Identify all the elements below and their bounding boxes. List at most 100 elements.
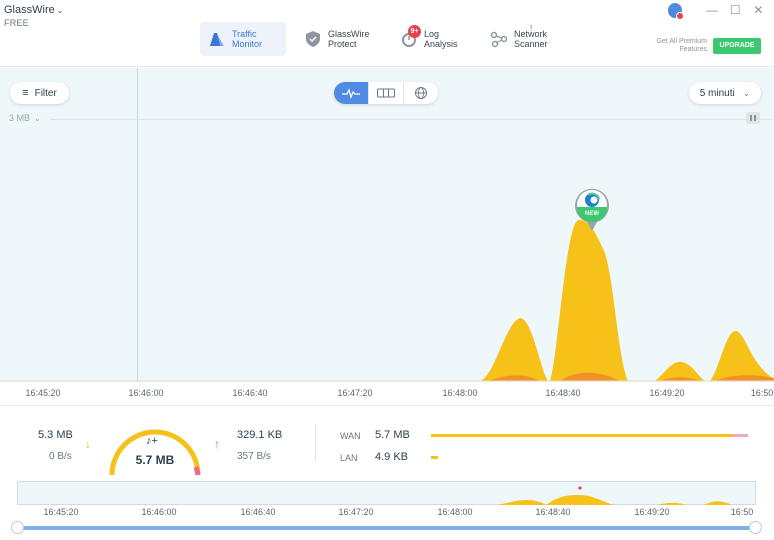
header: GlassWire ⌄ FREE Traffic Monitor GlassWir…	[0, 0, 774, 67]
arrow-down-icon: ↓	[85, 437, 91, 451]
close-icon[interactable]: ✕	[753, 3, 764, 17]
tab-label: Network	[514, 29, 548, 39]
upload-rate: 357 B/s	[237, 451, 271, 462]
tab-label: Protect	[328, 39, 357, 49]
upload-total: 329.1 KB	[237, 429, 283, 441]
timeline-overview[interactable]	[17, 481, 756, 505]
chevron-down-icon: ⌄	[56, 5, 64, 15]
tab-glasswire-protect[interactable]: GlassWire Protect	[296, 22, 382, 56]
lan-value: 4.9 KB	[375, 451, 409, 463]
filter-icon: ≡	[22, 87, 29, 99]
tick-label: 16:48:40	[535, 507, 571, 517]
period-dropdown[interactable]: 5 minuti ⌄	[689, 82, 761, 104]
app-tier: FREE	[4, 18, 29, 28]
download-area	[655, 361, 705, 381]
time-cursor[interactable]	[137, 68, 138, 382]
scale-label: 3 MB	[9, 113, 31, 123]
wan-value: 5.7 MB	[375, 429, 410, 441]
wan-bar	[431, 434, 732, 437]
premium-text: Get All Premium Features	[656, 38, 707, 53]
tick-label: 16:48:40	[545, 388, 581, 398]
edge-app-marker[interactable]: NEW	[573, 186, 611, 232]
tick-label: 16:46:00	[128, 388, 164, 398]
arrow-up-icon: ↑	[214, 437, 220, 451]
upload-area	[715, 375, 774, 381]
upload-area	[560, 372, 620, 381]
period-label: 5 minuti	[699, 87, 735, 99]
scale-selector[interactable]: 3 MB ⌄	[9, 113, 41, 123]
scanner-alert-mark: !	[530, 24, 533, 33]
lan-label: LAN	[340, 453, 358, 463]
tick-label: 16:46:00	[141, 507, 177, 517]
chevron-down-icon: ⌄	[34, 113, 41, 123]
maximize-icon[interactable]: ☐	[729, 3, 741, 17]
filter-label: Filter	[34, 87, 57, 99]
download-rate: 0 B/s	[49, 451, 72, 462]
timeline-mini-chart	[498, 486, 732, 505]
scale-line	[50, 119, 772, 120]
tab-label: Scanner	[514, 39, 548, 49]
chevron-down-icon: ⌄	[742, 87, 751, 98]
tick-label: 16:45:20	[25, 388, 61, 398]
shield-icon	[304, 30, 322, 48]
tick-label: 16:45:20	[43, 507, 79, 517]
upgrade-button[interactable]: UPGRADE	[713, 38, 761, 54]
notification-badge: 9+	[408, 25, 421, 38]
tick-label: 16:48:00	[437, 507, 473, 517]
new-badge: NEW	[585, 211, 599, 217]
apps-view-button[interactable]	[368, 82, 403, 104]
tick-label: 16:50	[730, 507, 754, 517]
download-area	[480, 318, 548, 381]
log-analysis-icon: 9+	[400, 25, 421, 48]
minimize-icon[interactable]: —	[706, 3, 718, 17]
time-axis: 16:45:20 16:46:00 16:46:40 16:47:20 16:4…	[0, 382, 774, 406]
tick-label: 16:48:00	[442, 388, 478, 398]
timeline-range-track[interactable]	[20, 526, 754, 530]
filter-button[interactable]: ≡ Filter	[10, 82, 69, 104]
wan-label: WAN	[340, 431, 361, 441]
graph-view-button[interactable]	[334, 82, 368, 104]
hosts-view-button[interactable]	[403, 82, 438, 104]
usage-stats: 5.3 MB 0 B/s ↓ ♪+ 5.7 MB ↑ 329.1 KB 357 …	[0, 407, 774, 477]
window-controls: — ☐ ✕	[668, 2, 772, 20]
tab-label: GlassWire	[328, 29, 370, 39]
tab-label: Log	[424, 29, 440, 39]
view-toggle	[334, 82, 438, 104]
total-usage: 5.7 MB	[135, 453, 175, 467]
tab-label: Traffic	[232, 29, 257, 39]
usage-gauge	[109, 429, 201, 476]
upload-area	[488, 375, 540, 381]
waveform-icon	[342, 88, 360, 99]
tab-label: Monitor	[232, 39, 263, 49]
network-scanner-icon	[490, 30, 508, 48]
tick-label: 16:49:20	[634, 507, 670, 517]
brand[interactable]: GlassWire ⌄ FREE	[4, 4, 63, 28]
pause-button[interactable]	[746, 112, 760, 124]
main-nav: Traffic Monitor GlassWire Protect 9+ Log An…	[200, 22, 568, 56]
app-name: GlassWire	[4, 4, 55, 16]
download-area	[710, 330, 774, 381]
lan-bar	[431, 456, 438, 459]
traffic-graph[interactable]: ≡ Filter 5 minuti ⌄ 3 MB ⌄	[0, 68, 774, 382]
traffic-chart	[0, 219, 774, 382]
tick-label: 16:47:20	[337, 388, 373, 398]
avatar[interactable]	[668, 2, 685, 20]
tick-label: 16:47:20	[338, 507, 374, 517]
tab-network-scanner[interactable]: Network Scanner	[482, 22, 568, 56]
bell-plus-icon[interactable]: ♪+	[146, 435, 158, 447]
timeline-end-handle[interactable]	[749, 521, 762, 534]
tick-label: 16:46:40	[240, 507, 276, 517]
download-total: 5.3 MB	[38, 429, 73, 441]
tick-label: 16:46:40	[232, 388, 268, 398]
tick-label: 16:50	[750, 388, 774, 398]
wan-upload-bar	[732, 434, 748, 437]
divider	[315, 424, 316, 462]
tab-label: Analysis	[424, 39, 458, 49]
upload-area	[660, 377, 700, 381]
tick-label: 16:49:20	[649, 388, 685, 398]
timeline[interactable]: 16:45:20 16:46:00 16:46:40 16:47:20 16:4…	[0, 477, 774, 540]
timeline-start-handle[interactable]	[11, 521, 24, 534]
globe-icon	[415, 87, 427, 99]
tab-log-analysis[interactable]: 9+ Log Analysis	[392, 22, 478, 56]
tab-traffic-monitor[interactable]: Traffic Monitor	[200, 22, 286, 56]
